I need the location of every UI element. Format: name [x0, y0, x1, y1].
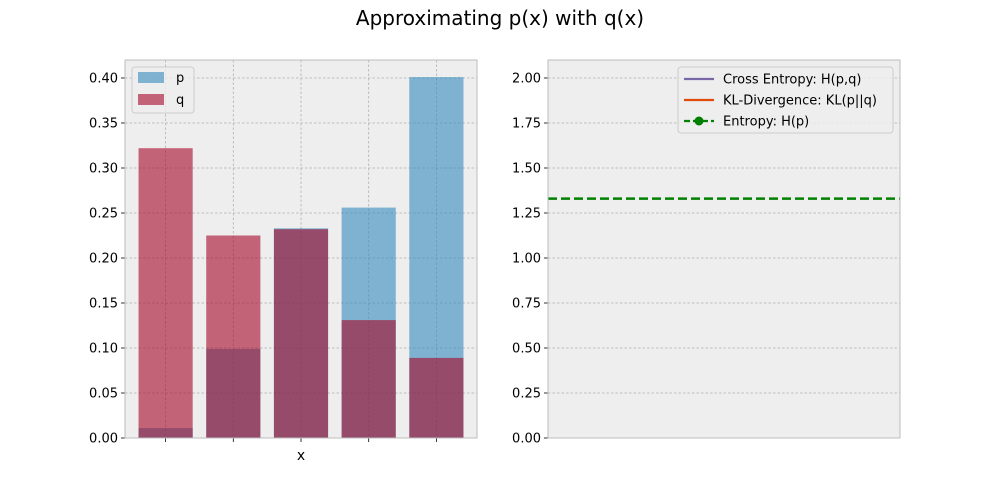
left-ytick-label: 0.05: [89, 387, 118, 402]
left-ytick-label: 0.20: [89, 252, 118, 267]
right-ytick-label: 1.00: [512, 252, 541, 267]
right-ytick-label: 0.25: [512, 387, 541, 402]
left-ytick-label: 0.35: [89, 117, 118, 132]
right-ytick-label: 1.25: [512, 207, 541, 222]
left-legend: pq: [131, 66, 195, 114]
right-ytick-label: 1.75: [512, 117, 541, 132]
left-ytick-label: 0.30: [89, 162, 118, 177]
left-xlabel: x: [297, 448, 305, 464]
legend-label-kl-divergence: KL-Divergence: KL(p||q): [723, 94, 877, 109]
left-ytick-label: 0.15: [89, 297, 118, 312]
left-ytick-label: 0.40: [89, 72, 118, 87]
right-legend-box: [677, 66, 894, 134]
left-ytick-label: 0.25: [89, 207, 118, 222]
left-chart-bar: 0.00 0.05 0.10 0.15 0.20 0.25 0.30 0.35 0.40 x pq: [89, 59, 478, 464]
legend-label-entropy: Entropy: H(p): [723, 115, 809, 130]
right-ytick-label: 0.00: [512, 432, 541, 447]
bar-q-4: [409, 357, 464, 438]
bar-q-3: [341, 320, 396, 438]
right-ytick-label: 2.00: [512, 72, 541, 87]
right-ytick-label: 0.50: [512, 342, 541, 357]
left-frame: [124, 59, 478, 439]
legend-label-q: q: [176, 93, 184, 108]
bar-q-2: [273, 229, 329, 438]
bar-q-0: [138, 148, 193, 438]
bar-q-1: [206, 235, 261, 438]
legend-swatch-p: [138, 72, 164, 83]
left-ytick-label: 0.10: [89, 342, 118, 357]
left-ytick-label: 0.00: [89, 432, 118, 447]
figure-title: Approximating p(x) with q(x): [355, 6, 645, 30]
legend-label-cross-entropy: Cross Entropy: H(p,q): [723, 73, 861, 88]
legend-label-p: p: [176, 71, 184, 86]
right-chart-line: 0.00 0.25 0.50 0.75 1.00 1.25 1.50 1.75 2.00 Cros…: [512, 59, 901, 447]
right-frame: [547, 59, 901, 439]
right-legend: Cross Entropy: H(p,q) KL-Divergence: KL(p…: [677, 66, 894, 134]
right-ytick-label: 1.50: [512, 162, 541, 177]
legend-marker-entropy: [694, 116, 704, 126]
legend-swatch-q: [138, 94, 164, 105]
right-ytick-label: 0.75: [512, 297, 541, 312]
